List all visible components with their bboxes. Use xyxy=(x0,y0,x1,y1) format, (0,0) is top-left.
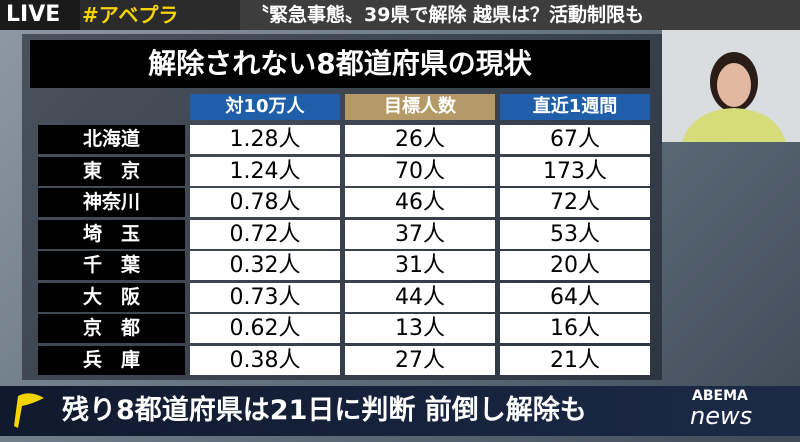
table-cell: 0.73人 xyxy=(190,282,340,312)
table-cell: 27人 xyxy=(345,345,495,375)
row-label: 北海道 xyxy=(38,125,185,154)
table-cell: 37人 xyxy=(345,219,495,249)
row-label: 千 葉 xyxy=(38,251,185,280)
person xyxy=(682,52,786,142)
logo-sub: news xyxy=(690,402,753,430)
headline: 〝緊急事態〟39県で解除 越県は？活動制限も xyxy=(240,0,800,30)
table-cell: 67人 xyxy=(500,125,650,154)
row-label: 京 都 xyxy=(38,314,185,343)
table-cell: 53人 xyxy=(500,219,650,249)
column-header: 直近1週間 xyxy=(500,94,650,120)
table-cell: 0.72人 xyxy=(190,219,340,249)
table-cell: 0.62人 xyxy=(190,314,340,343)
table-cell: 16人 xyxy=(500,314,650,343)
table-cell: 20人 xyxy=(500,251,650,280)
column-header: 対10万人 xyxy=(190,94,340,120)
table-cell: 46人 xyxy=(345,188,495,217)
table-cell: 173人 xyxy=(500,156,650,186)
table-cell: 44人 xyxy=(345,282,495,312)
row-label: 東 京 xyxy=(38,156,185,186)
row-label: 大 阪 xyxy=(38,282,185,312)
table-cell: 1.24人 xyxy=(190,156,340,186)
hashtag: #アベプラ xyxy=(82,3,179,27)
row-label: 埼 玉 xyxy=(38,219,185,249)
table-cell: 64人 xyxy=(500,282,650,312)
row-label: 兵 庫 xyxy=(38,345,185,375)
table-cell: 0.78人 xyxy=(190,188,340,217)
flag-icon xyxy=(14,393,44,428)
table-cell: 72人 xyxy=(500,188,650,217)
table-cell: 0.32人 xyxy=(190,251,340,280)
caption-bar xyxy=(0,386,800,436)
logo-brand: ABEMA xyxy=(692,388,748,404)
table-cell: 13人 xyxy=(345,314,495,343)
video-feed xyxy=(662,30,800,142)
table-cell: 21人 xyxy=(500,345,650,375)
table-cell: 31人 xyxy=(345,251,495,280)
table-cell: 26人 xyxy=(345,125,495,154)
table-cell: 70人 xyxy=(345,156,495,186)
caption: 残り8都道府県は21日に判断 前倒し解除も xyxy=(62,395,587,426)
column-header: 目標人数 xyxy=(345,94,495,120)
table-cell: 1.28人 xyxy=(190,125,340,154)
table-title: 解除されない8都道府県の現状 xyxy=(30,40,650,88)
live-badge: LIVE xyxy=(0,0,80,30)
table-cell: 0.38人 xyxy=(190,345,340,375)
row-label: 神奈川 xyxy=(38,188,185,217)
